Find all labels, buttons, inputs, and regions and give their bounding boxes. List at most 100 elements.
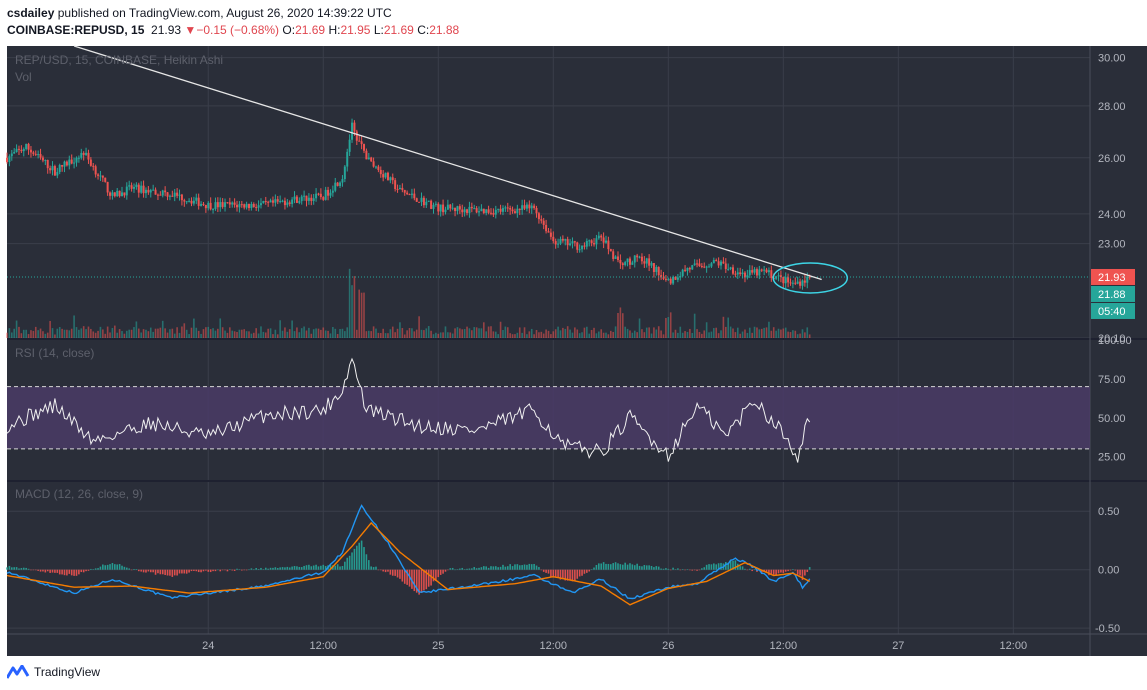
macd-histogram-bar bbox=[660, 568, 662, 570]
macd-histogram-bar bbox=[360, 540, 363, 570]
macd-histogram-bar bbox=[238, 569, 241, 570]
volume-bar bbox=[365, 331, 368, 338]
macd-histogram-bar bbox=[727, 562, 730, 570]
candle-body bbox=[789, 282, 792, 284]
volume-bar bbox=[581, 332, 583, 338]
candle-body bbox=[523, 205, 526, 209]
macd-histogram-bar bbox=[653, 567, 655, 570]
candle-body bbox=[324, 189, 327, 200]
candle-body bbox=[442, 204, 445, 213]
macd-histogram-bar bbox=[106, 564, 109, 570]
volume-bar bbox=[590, 329, 593, 338]
volume-bar bbox=[176, 327, 178, 338]
volume-bar bbox=[229, 327, 231, 338]
candle-body bbox=[501, 208, 504, 212]
volume-bar bbox=[226, 332, 229, 338]
candle-body bbox=[602, 237, 605, 243]
macd-pane-title: MACD (12, 26, close, 9) bbox=[15, 487, 143, 501]
time-tick-label: 25 bbox=[432, 640, 444, 652]
candle-body bbox=[755, 269, 758, 276]
volume-bar bbox=[425, 328, 428, 338]
volume-bar bbox=[521, 332, 523, 338]
candle-body bbox=[365, 150, 368, 160]
candle-body bbox=[705, 266, 708, 268]
tradingview-brand[interactable]: TradingView bbox=[34, 665, 101, 679]
volume-bar bbox=[68, 330, 71, 338]
volume-bar bbox=[315, 328, 317, 338]
candle-body bbox=[121, 192, 124, 197]
volume-bar bbox=[382, 328, 384, 338]
macd-histogram-bar bbox=[430, 569, 432, 586]
macd-histogram-bar bbox=[281, 567, 284, 570]
price-axis-label: 05:40 bbox=[1091, 302, 1135, 319]
macd-histogram-bar bbox=[209, 569, 212, 573]
volume-bar bbox=[672, 332, 674, 338]
macd-axis-ticks: 0.50 0.00 -0.50 bbox=[1095, 506, 1120, 635]
macd-histogram-bar bbox=[542, 569, 545, 572]
candle-body bbox=[219, 202, 222, 208]
candle-body bbox=[132, 187, 135, 189]
volume-bar bbox=[439, 332, 442, 338]
tradingview-logo-icon[interactable] bbox=[7, 665, 31, 679]
candle-body bbox=[736, 272, 739, 275]
volume-bar bbox=[490, 326, 492, 338]
candle-body bbox=[439, 204, 442, 212]
publisher-name[interactable]: csdailey bbox=[7, 6, 55, 20]
volume-bar bbox=[554, 329, 557, 338]
candle-body bbox=[684, 269, 687, 271]
macd-histogram-bar bbox=[121, 565, 123, 570]
macd-histogram-bar bbox=[538, 567, 540, 570]
macd-histogram-bar bbox=[729, 560, 732, 570]
macd-histogram-bar bbox=[293, 566, 296, 570]
candle-body bbox=[461, 209, 464, 213]
volume-bar bbox=[217, 328, 219, 338]
candle-body bbox=[293, 196, 296, 200]
macd-histogram-bar bbox=[497, 567, 499, 570]
volume-bar bbox=[696, 329, 698, 338]
volume-bar bbox=[34, 326, 37, 338]
candle-body bbox=[200, 203, 203, 206]
candle-body bbox=[51, 166, 54, 171]
candle-body bbox=[252, 204, 255, 208]
candle-body bbox=[355, 131, 358, 141]
macd-tick-label: -0.50 bbox=[1095, 623, 1120, 635]
macd-histogram-bar bbox=[626, 564, 629, 570]
volume-bar bbox=[504, 326, 507, 338]
macd-histogram-bar bbox=[583, 569, 586, 574]
macd-histogram-bar bbox=[111, 562, 114, 570]
macd-histogram-bar bbox=[118, 564, 121, 570]
candle-body bbox=[566, 239, 569, 246]
volume-bar bbox=[377, 332, 380, 338]
volume-bar bbox=[679, 326, 682, 338]
macd-histogram-bar bbox=[598, 563, 600, 570]
macd-histogram-bar bbox=[365, 554, 368, 570]
volume-bar bbox=[233, 331, 236, 338]
macd-histogram-bar bbox=[8, 565, 11, 570]
volume-bar bbox=[209, 329, 212, 338]
candle-body bbox=[113, 192, 116, 197]
macd-histogram-bar bbox=[85, 569, 87, 572]
chart-area[interactable]: REP/USD, 15, COINBASE, Heikin Ashi Vol 30.… bbox=[0, 44, 1147, 656]
macd-histogram-bar bbox=[284, 567, 286, 570]
candle-body bbox=[458, 206, 461, 210]
volume-bar bbox=[166, 332, 169, 338]
volume-bar bbox=[293, 331, 296, 338]
candle-body bbox=[569, 243, 572, 246]
candle-body bbox=[401, 187, 404, 190]
volume-bar bbox=[260, 326, 262, 338]
macd-histogram-bar bbox=[51, 569, 54, 573]
macd-histogram-bar bbox=[506, 566, 509, 570]
volume-bar bbox=[607, 334, 610, 338]
candle-body bbox=[595, 238, 598, 245]
macd-histogram-bar bbox=[195, 569, 198, 572]
volume-bar bbox=[763, 327, 765, 338]
candle-body bbox=[291, 199, 294, 204]
macd-histogram-bar bbox=[344, 561, 346, 570]
macd-histogram-bar bbox=[420, 569, 423, 593]
volume-bar bbox=[633, 330, 636, 338]
macd-histogram-bar bbox=[137, 569, 140, 572]
candle-body bbox=[68, 159, 71, 166]
volume-bar bbox=[655, 329, 658, 338]
macd-histogram-bar bbox=[320, 565, 322, 570]
macd-histogram-bar bbox=[799, 569, 801, 576]
